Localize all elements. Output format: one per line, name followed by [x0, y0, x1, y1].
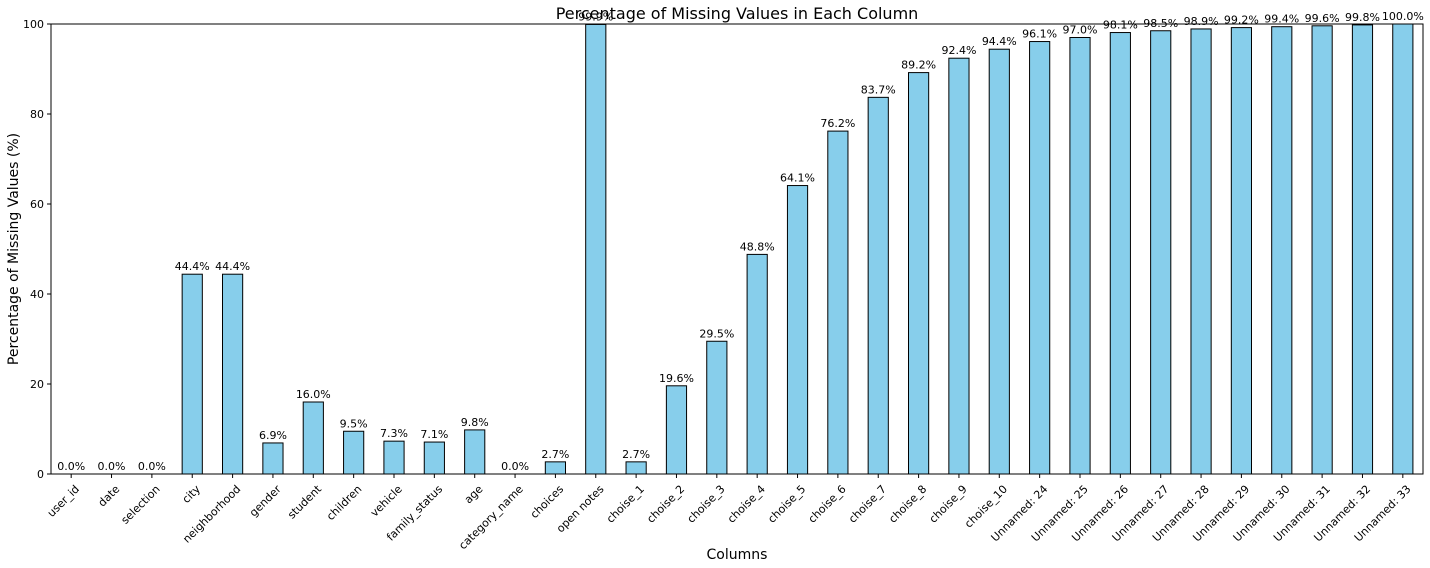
x-tick-label: selection [118, 483, 162, 527]
bar-24 [988, 48, 1010, 475]
bar-34 [1392, 23, 1414, 475]
bar-value-label: 98.1% [1103, 19, 1138, 32]
bar-value-label: 6.9% [259, 429, 287, 442]
bar-21 [867, 96, 889, 475]
x-tick-label: date [96, 482, 123, 509]
bar-31 [1271, 26, 1293, 475]
plot-frame [50, 23, 1424, 475]
bar-value-label: 99.4% [1264, 13, 1299, 26]
x-tick-label: choise_6 [806, 483, 849, 526]
bar-value-label: 16.0% [296, 388, 331, 401]
bar-value-label: 96.1% [1022, 28, 1057, 41]
bar-15 [625, 461, 647, 475]
bar-value-label: 7.1% [420, 428, 448, 441]
bar-value-label: 44.4% [175, 260, 210, 273]
bar-5 [222, 273, 244, 475]
bar-4 [181, 273, 203, 475]
bar-value-label: 98.9% [1184, 15, 1219, 28]
bar-11 [464, 429, 486, 475]
bars-layer [181, 23, 1414, 475]
bar-14 [585, 23, 607, 475]
bar-value-label: 76.2% [820, 117, 855, 130]
bar-value-label: 94.4% [982, 35, 1017, 48]
bar-value-label: 2.7% [622, 448, 650, 461]
bar-8 [343, 430, 365, 475]
bar-18 [746, 253, 768, 475]
bar-value-label: 92.4% [941, 44, 976, 57]
bar-29 [1190, 28, 1212, 475]
bar-value-label: 29.5% [699, 327, 734, 340]
bar-value-label: 99.2% [1224, 14, 1259, 27]
y-axis-label: Percentage of Missing Values (%) [6, 133, 22, 365]
x-tick-label: choise_3 [685, 483, 728, 526]
bar-value-label: 2.7% [541, 448, 569, 461]
bar-value-label: 99.8% [1345, 11, 1380, 24]
bar-7 [302, 401, 324, 475]
y-tick-label: 100 [23, 18, 44, 31]
bar-value-label: 100.0% [1382, 10, 1424, 23]
x-tick-label: choise_7 [846, 483, 889, 526]
bar-27 [1109, 32, 1131, 475]
bar-value-label: 48.8% [740, 240, 775, 253]
x-tick-label: children [324, 483, 364, 523]
bar-19 [786, 185, 809, 475]
x-axis-label: Columns [707, 547, 768, 563]
bar-value-label: 99.9% [578, 10, 613, 23]
y-tick-label: 0 [37, 468, 44, 481]
x-tick-label: choise_8 [886, 483, 929, 526]
bar-value-label: 99.6% [1305, 12, 1340, 25]
bar-28 [1150, 30, 1172, 475]
bar-value-label: 9.8% [461, 416, 489, 429]
x-tick-label: gender [247, 482, 284, 519]
x-tick-label: choices [528, 482, 567, 521]
x-tick-label: choise_2 [644, 483, 687, 526]
bar-6 [262, 442, 284, 475]
bar-value-label: 83.7% [861, 83, 896, 96]
bar-value-label: 0.0% [98, 460, 126, 473]
x-tick-label: choise_5 [765, 483, 808, 526]
bar-16 [665, 385, 688, 475]
x-tick-label: age [462, 482, 486, 506]
chart-title: Percentage of Missing Values in Each Col… [556, 4, 919, 23]
value-labels-layer: 0.0% 0.0% 0.0% 44.4% 44.4% 6.9% 16.0% 9.5% 7.3% 7… [57, 10, 1424, 473]
bar-9 [383, 440, 405, 475]
x-tick-label: choise_4 [725, 483, 768, 526]
y-axis-ticks: 0 20 40 60 80 100 [23, 18, 51, 481]
x-tick-label: student [285, 482, 324, 521]
x-tick-label: vehicle [368, 482, 405, 519]
bar-23 [948, 57, 970, 475]
y-tick-label: 80 [30, 108, 44, 121]
bar-17 [706, 340, 728, 475]
bar-26 [1069, 37, 1091, 475]
x-tick-label: city [180, 482, 204, 506]
y-tick-label: 60 [30, 198, 44, 211]
bar-value-label: 0.0% [57, 460, 85, 473]
bar-value-label: 0.0% [501, 460, 529, 473]
bar-20 [827, 130, 849, 475]
bar-value-label: 97.0% [1063, 24, 1098, 37]
y-tick-label: 40 [30, 288, 44, 301]
x-tick-label: user_id [45, 483, 82, 520]
bar-value-label: 98.5% [1143, 17, 1178, 30]
bar-22 [908, 72, 930, 475]
bar-value-label: 89.2% [901, 59, 936, 72]
bar-value-label: 44.4% [215, 260, 250, 273]
bar-value-label: 0.0% [138, 460, 166, 473]
bar-value-label: 7.3% [380, 427, 408, 440]
y-tick-label: 20 [30, 378, 44, 391]
bar-value-label: 19.6% [659, 372, 694, 385]
bar-30 [1230, 27, 1252, 475]
bar-25 [1029, 41, 1051, 475]
bar-33 [1351, 24, 1374, 475]
bar-10 [423, 441, 445, 475]
x-tick-label: choise_1 [604, 483, 647, 526]
bar-value-label: 64.1% [780, 172, 815, 185]
bar-value-label: 9.5% [340, 417, 368, 430]
bar-13 [544, 461, 567, 475]
bar-32 [1311, 25, 1333, 475]
